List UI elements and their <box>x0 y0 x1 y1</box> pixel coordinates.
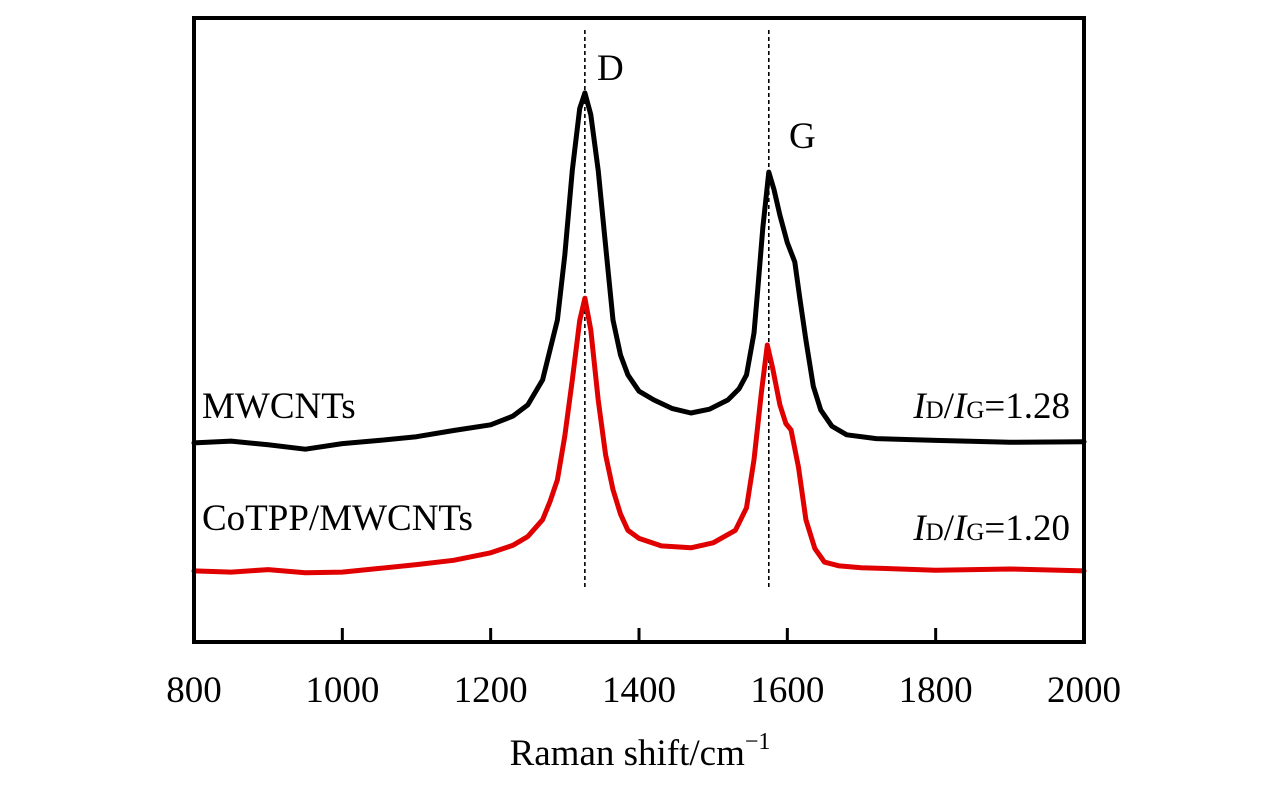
series-line-mwcnts <box>191 90 1087 452</box>
ratio-d-subscript: D <box>926 397 944 424</box>
ratio-value: =1.20 <box>984 508 1070 549</box>
ratio-id-symbol: I <box>912 508 927 549</box>
x-axis-label-text: Raman shift/cm <box>510 733 746 774</box>
x-tick-label: 1800 <box>899 670 973 711</box>
series-line-cotpp-mwcnts <box>191 295 1087 576</box>
x-axis-label: Raman shift/cm−1 <box>510 729 771 774</box>
x-tick-labels: 800 1000 1200 1400 1600 1800 2000 <box>166 670 1121 711</box>
peak-label-d: D <box>597 48 624 89</box>
ratio-value: =1.28 <box>984 386 1070 427</box>
x-tick-label: 800 <box>166 670 222 711</box>
x-tick-label: 1000 <box>305 670 379 711</box>
peak-label-g: G <box>789 116 816 157</box>
x-axis-label-superscript: −1 <box>745 729 771 755</box>
ratio-slash: / <box>944 386 955 427</box>
x-tick-label: 2000 <box>1047 670 1121 711</box>
ratio-label-mwcnts: ID/IG=1.28 <box>912 386 1070 427</box>
series-label-cotpp-mwcnts: CoTPP/MWCNTs <box>202 498 473 539</box>
ratio-ig-symbol: I <box>953 508 968 549</box>
ratio-slash: / <box>944 508 955 549</box>
ratio-ig-symbol: I <box>953 386 968 427</box>
x-tick-label: 1600 <box>750 670 824 711</box>
series-label-mwcnts: MWCNTs <box>202 386 356 427</box>
x-ticks <box>340 628 938 642</box>
series-layer <box>191 90 1087 576</box>
ratio-id-symbol: I <box>912 386 927 427</box>
ratio-g-subscript: G <box>966 397 984 424</box>
x-tick-label: 1200 <box>454 670 528 711</box>
ratio-label-cotpp-mwcnts: ID/IG=1.20 <box>912 508 1070 549</box>
x-tick-label: 1400 <box>602 670 676 711</box>
ratio-g-subscript: G <box>966 519 984 546</box>
ratio-d-subscript: D <box>926 519 944 546</box>
